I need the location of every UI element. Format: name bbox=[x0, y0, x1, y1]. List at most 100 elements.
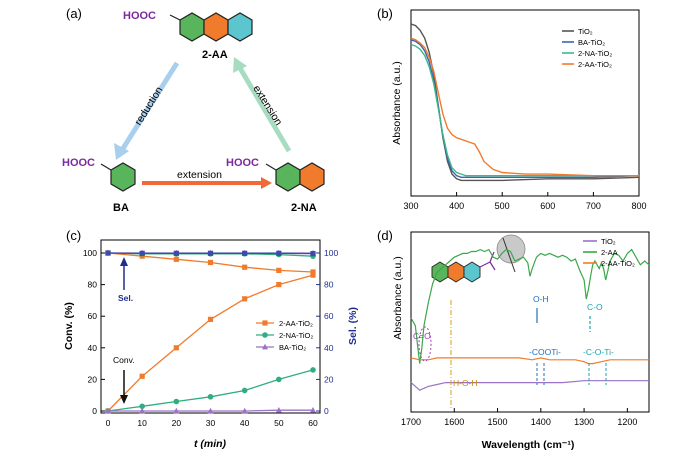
panel-b-label: (b) bbox=[377, 6, 393, 21]
panel-c-conv-point bbox=[310, 272, 316, 278]
panel-d-series bbox=[410, 248, 650, 391]
panel-c-legend-marker bbox=[262, 332, 268, 338]
extension-label-right: extension bbox=[250, 83, 284, 128]
panel-d-annot-c-o-ellipse bbox=[418, 326, 432, 362]
panel-c-legend: 2-AA-TiO₂ 2-NA-TiO₂ BA-TiO₂ bbox=[256, 319, 313, 352]
panel-b-line-ba-tio bbox=[410, 39, 640, 179]
panel-b-series bbox=[410, 23, 640, 182]
panel-c-series bbox=[105, 249, 316, 414]
panel-d: (d) Absorbance (a.u.) Wavelength (cm⁻¹) … bbox=[377, 228, 650, 451]
panel-d-annot-cooti: -COOTi- bbox=[529, 347, 561, 357]
panel-c-legend-label: 2-AA-TiO₂ bbox=[279, 319, 313, 328]
extension-label-bottom: extension bbox=[177, 169, 222, 181]
panel-c-ytick-label-left: 60 bbox=[88, 311, 98, 321]
panel-c-ytick-label-left: 80 bbox=[88, 280, 98, 290]
panel-c-sel-point bbox=[139, 250, 145, 256]
panel-b-legend-label: BA-TiO₂ bbox=[578, 38, 605, 47]
panel-c-conv-point bbox=[139, 373, 145, 379]
panel-b-legend-label: TiO₂ bbox=[578, 27, 593, 36]
panel-c-conv-point bbox=[242, 296, 248, 302]
panel-d-annot-c-o-ti: -C-O-Ti- bbox=[583, 347, 614, 357]
panel-c-xtick-label: 20 bbox=[172, 418, 182, 428]
panel-c-ytick-label-left: 0 bbox=[92, 406, 97, 416]
conv-annotation-text: Conv. bbox=[113, 355, 135, 365]
molecule-2-na-name: 2-NA bbox=[291, 202, 317, 214]
panel-b-legend-label: 2-NA-TiO₂ bbox=[578, 49, 612, 58]
panel-c-conv-point bbox=[276, 282, 282, 288]
panel-b-xtick-label: 300 bbox=[403, 201, 418, 211]
molecule-ba: HOOC BA bbox=[62, 157, 136, 214]
panel-d-xtick-label: 1500 bbox=[488, 417, 508, 427]
panel-b-legend: TiO₂ BA-TiO₂ 2-NA-TiO₂ 2-AA-TiO₂ bbox=[562, 27, 612, 69]
panel-c-sel-point bbox=[310, 251, 316, 257]
panel-d-line-tio bbox=[410, 380, 649, 391]
panel-c-conv-point bbox=[173, 398, 180, 405]
panel-b-xtick-label: 600 bbox=[540, 201, 555, 211]
panel-d-annot-o-h: O-H bbox=[533, 294, 549, 304]
panel-c-ytick-label-left: 20 bbox=[88, 374, 98, 384]
panel-d-legend: TiO₂ 2-AA 2-AA-TiO₂ bbox=[583, 237, 635, 268]
panel-c-legend-label: 2-NA-TiO₂ bbox=[279, 331, 313, 340]
panel-c-sel-point bbox=[242, 250, 248, 256]
sel-annotation: Sel. bbox=[118, 257, 133, 303]
panel-c-xtick-label: 0 bbox=[106, 418, 111, 428]
molecule-2-aa-name: 2-AA bbox=[202, 49, 228, 61]
panel-d-xtick-label: 1200 bbox=[617, 417, 637, 427]
panel-c-conv-point bbox=[310, 407, 316, 413]
panel-c-legend-marker bbox=[262, 343, 268, 350]
panel-c-legend-marker bbox=[262, 320, 268, 326]
panel-d-annot-c-o: C=O bbox=[413, 331, 431, 341]
panel-c-xtick-label: 60 bbox=[308, 418, 318, 428]
panel-d-xlabel: Wavelength (cm⁻¹) bbox=[482, 439, 575, 451]
extension-arrow-right: extension bbox=[233, 57, 292, 153]
panel-c-xtick-label: 30 bbox=[206, 418, 216, 428]
panel-a-label: (a) bbox=[66, 6, 82, 21]
panel-c-conv-point bbox=[310, 367, 316, 373]
panel-d-ylabel: Absorbance (a.u.) bbox=[392, 256, 404, 339]
panel-c-sel-point bbox=[310, 269, 316, 275]
panel-b-legend-label: 2-AA-TiO₂ bbox=[578, 60, 612, 69]
conv-annotation: Conv. bbox=[113, 355, 135, 404]
panel-d-xtick-label: 1400 bbox=[531, 417, 551, 427]
panel-c-xtick-label: 40 bbox=[240, 418, 250, 428]
panel-c-sel-point bbox=[242, 264, 248, 270]
cooh-label-aa: HOOC bbox=[123, 10, 156, 22]
panel-b-xtick-label: 800 bbox=[631, 201, 646, 211]
panel-b-line-tio bbox=[410, 23, 640, 182]
panel-d-axes-box bbox=[410, 231, 650, 413]
panel-b-line-2-na-tio bbox=[410, 43, 639, 177]
panel-c-conv-point bbox=[241, 407, 248, 414]
molecule-ba-name: BA bbox=[113, 202, 129, 214]
panel-d-annot-h-o-h: H-O-H bbox=[453, 378, 478, 388]
panel-b-xticks: 300 400 500 600 700 800 bbox=[403, 192, 647, 211]
extension-arrow-bottom: extension bbox=[142, 169, 272, 189]
panel-d-xtick-label: 1300 bbox=[574, 417, 594, 427]
panel-c-sel-point bbox=[276, 250, 282, 256]
panel-c-conv-line-2-na-tio bbox=[107, 369, 314, 412]
panel-c-conv-point bbox=[207, 393, 214, 400]
panel-c-ytick-label-right: 100 bbox=[324, 248, 338, 258]
panel-b-ylabel: Absorbance (a.u.) bbox=[391, 61, 403, 144]
cooh-label-na: HOOC bbox=[226, 157, 259, 169]
panel-b-axes-box bbox=[410, 9, 640, 197]
panel-b-xtick-label: 500 bbox=[495, 201, 510, 211]
panel-c-sel-point bbox=[173, 250, 179, 256]
panel-d-legend-label: TiO₂ bbox=[601, 237, 616, 246]
panel-c-label: (c) bbox=[66, 228, 81, 243]
panel-c-ytick-label-right: 40 bbox=[324, 343, 334, 353]
panel-a: (a) reduction extension extension HOOC 2… bbox=[62, 6, 325, 214]
panel-d-legend-label: 2-AA bbox=[601, 248, 618, 257]
panel-c-conv-point bbox=[276, 376, 282, 383]
panel-d-xtick-label: 1600 bbox=[444, 417, 464, 427]
panel-d-xtick-label: 1700 bbox=[401, 417, 421, 427]
panel-c-xlabel: t (min) bbox=[194, 438, 227, 450]
panel-c-xtick-label: 50 bbox=[274, 418, 284, 428]
panel-c-conv-point bbox=[207, 407, 214, 414]
panel-c-conv-point bbox=[173, 345, 179, 351]
panel-b-xtick-label: 700 bbox=[586, 201, 601, 211]
panel-c-conv-point bbox=[275, 407, 282, 413]
panel-c-sel-point bbox=[105, 250, 111, 256]
panel-b: (b) Absorbance (a.u.) 300 400 500 600 700 800… bbox=[377, 6, 647, 211]
panel-c-ytick-label-right: 60 bbox=[324, 311, 334, 321]
